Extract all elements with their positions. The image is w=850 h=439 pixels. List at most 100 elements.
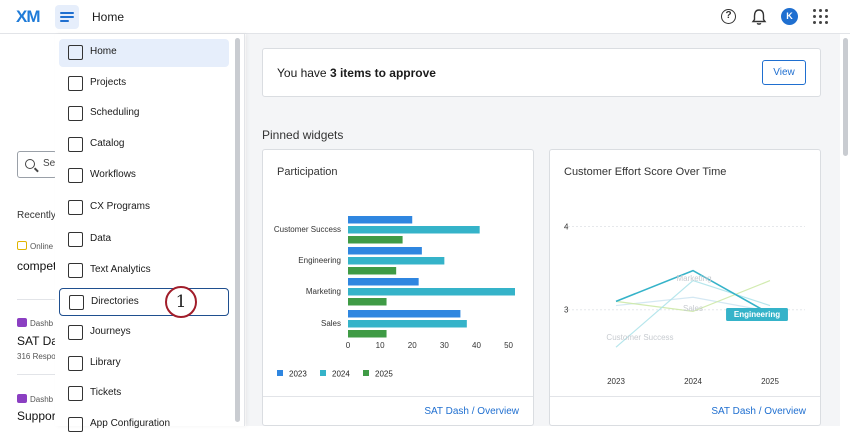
widget-link[interactable]: SAT Dash / Overview xyxy=(711,406,806,417)
step-marker-badge: 1 xyxy=(165,286,197,318)
nav-item-label: Scheduling xyxy=(90,107,140,118)
menu-icon[interactable] xyxy=(55,5,79,29)
nav-scrollbar[interactable] xyxy=(235,38,240,422)
participation-chart: Customer Success Engineering Marketing Sale… xyxy=(274,216,515,379)
nav-item-data[interactable]: Data xyxy=(59,226,229,254)
bar-2023 xyxy=(348,278,419,286)
nav-item-label: Home xyxy=(90,46,117,57)
bar-2023 xyxy=(348,310,461,318)
bar-2024 xyxy=(348,320,467,328)
view-button[interactable]: View xyxy=(762,60,806,85)
customer-effort-widget[interactable]: Customer Effort Score Over Time 3 4 2023 20… xyxy=(549,149,821,426)
y-tick-label: 3 xyxy=(564,306,569,315)
home-icon xyxy=(68,45,83,60)
nav-item-projects[interactable]: Projects xyxy=(59,70,229,98)
nav-item-text-analytics[interactable]: Text Analytics xyxy=(59,257,229,285)
bell-icon[interactable] xyxy=(751,8,767,26)
recent-item-tag: Dashb xyxy=(30,319,54,328)
x-tick-label: 30 xyxy=(440,341,449,350)
xm-logo[interactable]: XM xyxy=(16,7,40,26)
recent-item-tag: Dashb xyxy=(30,395,54,404)
line-customer-success xyxy=(615,296,771,312)
series-label: Marketing xyxy=(676,274,711,283)
text-analytics-icon xyxy=(68,263,83,278)
nav-item-label: CX Programs xyxy=(90,201,151,212)
dashboard-tag-icon xyxy=(17,318,27,327)
nav-item-label: Projects xyxy=(90,77,127,88)
nav-item-cx-programs[interactable]: CX Programs xyxy=(59,194,229,222)
nav-item-workflows[interactable]: Workflows xyxy=(59,162,229,190)
survey-tag-icon xyxy=(17,241,27,250)
legend-label: 2025 xyxy=(375,370,393,379)
directories-icon xyxy=(69,295,84,310)
recent-item-sub: 316 Respo xyxy=(17,352,56,361)
library-icon xyxy=(68,356,83,371)
nav-item-app-configuration[interactable]: App Configuration xyxy=(59,411,229,439)
projects-icon xyxy=(68,76,83,91)
approvals-text: You have 3 items to approve xyxy=(277,66,436,80)
category-label: Engineering xyxy=(298,256,341,265)
navigation-menu: Home Projects Scheduling Catalog Workflows CX… xyxy=(55,34,245,432)
recent-item-title[interactable]: Suppor xyxy=(17,409,56,423)
x-tick-label: 0 xyxy=(346,341,351,350)
page-scrollbar[interactable] xyxy=(843,38,848,156)
category-label: Sales xyxy=(321,319,341,328)
journeys-icon xyxy=(68,325,83,340)
series-label: Customer Success xyxy=(606,333,673,342)
approvals-card: You have 3 items to approve View xyxy=(262,48,821,97)
nav-item-tickets[interactable]: Tickets xyxy=(59,380,229,408)
workflows-icon xyxy=(68,168,83,183)
nav-item-catalog[interactable]: Catalog xyxy=(59,131,229,159)
apps-grid-icon[interactable] xyxy=(813,9,828,24)
search-placeholder: Se xyxy=(43,158,56,169)
search-input[interactable]: Se xyxy=(17,151,57,178)
nav-item-library[interactable]: Library xyxy=(59,350,229,378)
legend-label: 2024 xyxy=(332,370,350,379)
line-marketing xyxy=(615,279,771,348)
avatar[interactable]: K xyxy=(781,8,798,25)
scheduling-icon xyxy=(68,106,83,121)
nav-item-label: Workflows xyxy=(90,169,136,180)
help-icon[interactable]: ? xyxy=(721,9,736,24)
nav-item-label: Library xyxy=(90,357,121,368)
line-engineering xyxy=(615,269,771,315)
recent-item-title[interactable]: SAT Da xyxy=(17,334,58,348)
x-tick-label: 2023 xyxy=(607,377,625,386)
bar-2023 xyxy=(348,216,413,224)
nav-item-scheduling[interactable]: Scheduling xyxy=(59,100,229,128)
pinned-widgets-heading: Pinned widgets xyxy=(262,128,344,142)
bar-2025 xyxy=(348,298,387,306)
widget-title: Participation xyxy=(277,166,338,178)
app-configuration-icon xyxy=(68,417,83,432)
legend-swatch-2024 xyxy=(320,370,326,376)
category-label: Customer Success xyxy=(274,225,341,234)
nav-item-label: Tickets xyxy=(90,387,122,398)
nav-item-directories[interactable]: Directories 1 xyxy=(59,286,229,318)
bar-2023 xyxy=(348,247,422,255)
nav-item-home[interactable]: Home xyxy=(59,39,229,67)
cx-programs-icon xyxy=(68,200,83,215)
nav-item-label: Text Analytics xyxy=(90,264,151,275)
bar-2024 xyxy=(348,257,445,265)
bar-2024 xyxy=(348,226,480,234)
nav-item-label: Journeys xyxy=(90,326,131,337)
recent-item-title[interactable]: compet xyxy=(17,259,57,273)
legend-swatch-2023 xyxy=(277,370,283,376)
x-tick-label: 2024 xyxy=(684,377,702,386)
bar-2025 xyxy=(348,267,397,275)
nav-item-journeys[interactable]: Journeys xyxy=(59,319,229,347)
customer-effort-chart: 3 4 2023 2024 2025 Engineering Marketing Sales C… xyxy=(564,222,805,386)
tickets-icon xyxy=(68,386,83,401)
line-sales xyxy=(615,280,771,313)
bar-2025 xyxy=(348,236,403,244)
widget-link[interactable]: SAT Dash / Overview xyxy=(424,406,519,417)
y-tick-label: 4 xyxy=(564,222,569,231)
participation-widget[interactable]: Participation Customer Success Engineerin… xyxy=(262,149,534,426)
bar-2025 xyxy=(348,330,387,338)
search-icon xyxy=(25,159,35,169)
recently-heading: Recently xyxy=(17,210,56,221)
series-label-bg xyxy=(726,308,788,321)
series-label: Sales xyxy=(683,304,703,313)
home-left-column xyxy=(0,34,55,426)
nav-item-label: Data xyxy=(90,233,112,244)
